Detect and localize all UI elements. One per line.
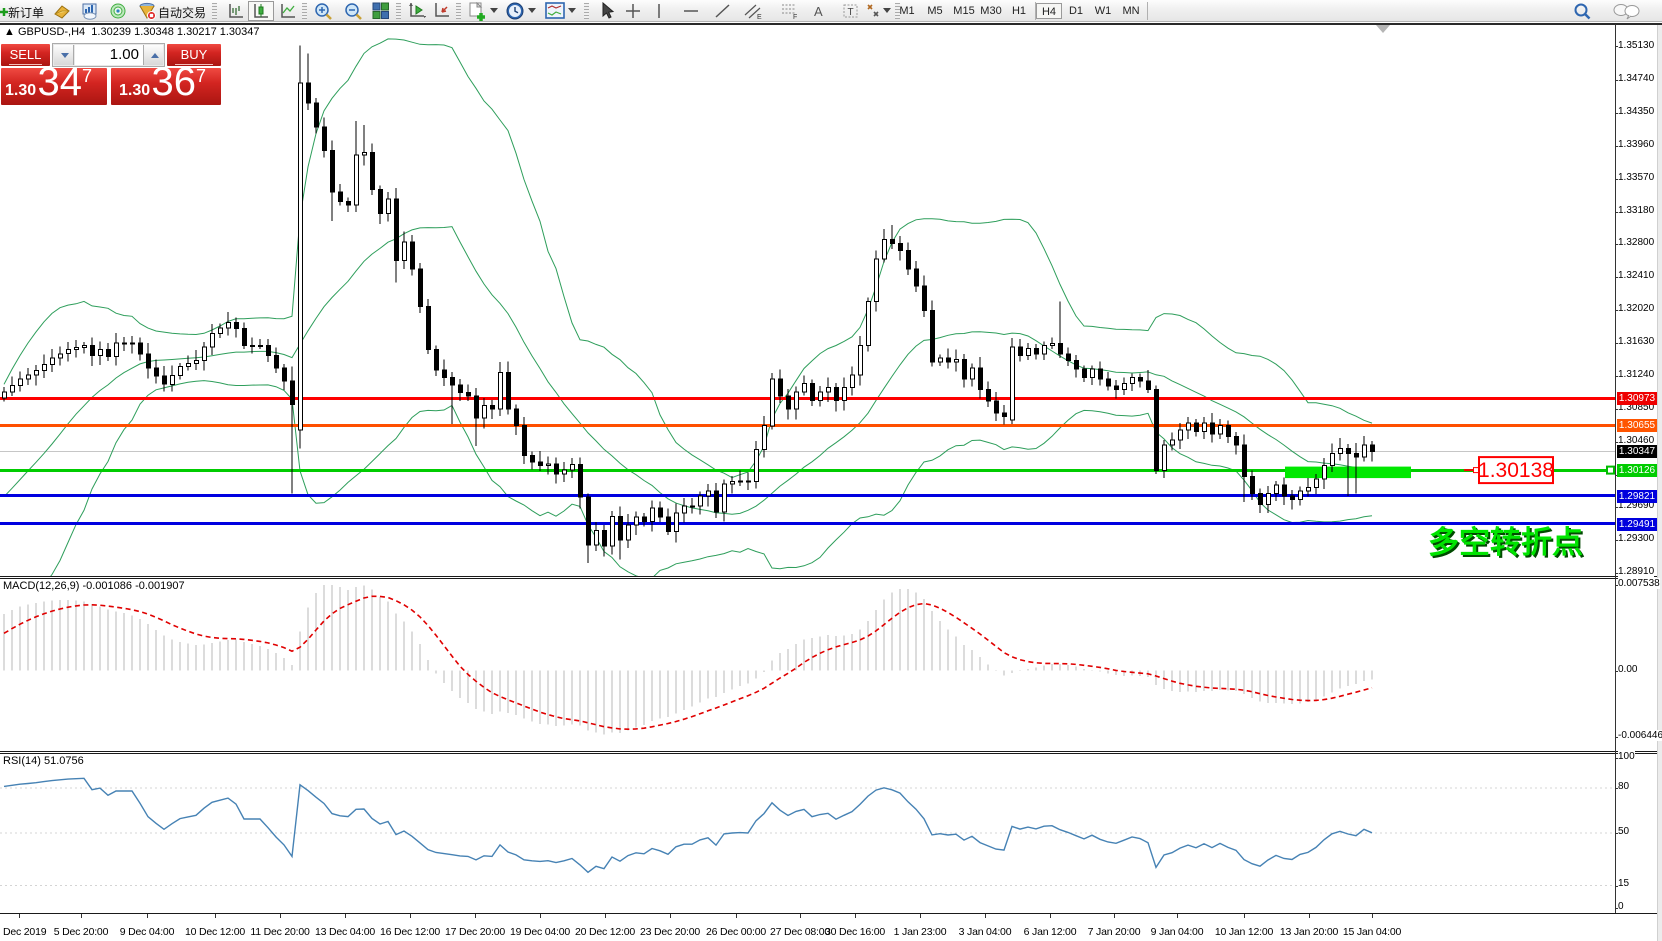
svg-text:F: F [793,14,797,20]
svg-text:E: E [757,14,762,20]
svg-text:1.30138: 1.30138 [1478,459,1554,482]
svg-text:多空转折点: 多空转折点 [1430,527,1585,562]
svg-text:T: T [848,7,854,18]
svg-text:多空转折点: 多空转折点 [1428,525,1583,560]
